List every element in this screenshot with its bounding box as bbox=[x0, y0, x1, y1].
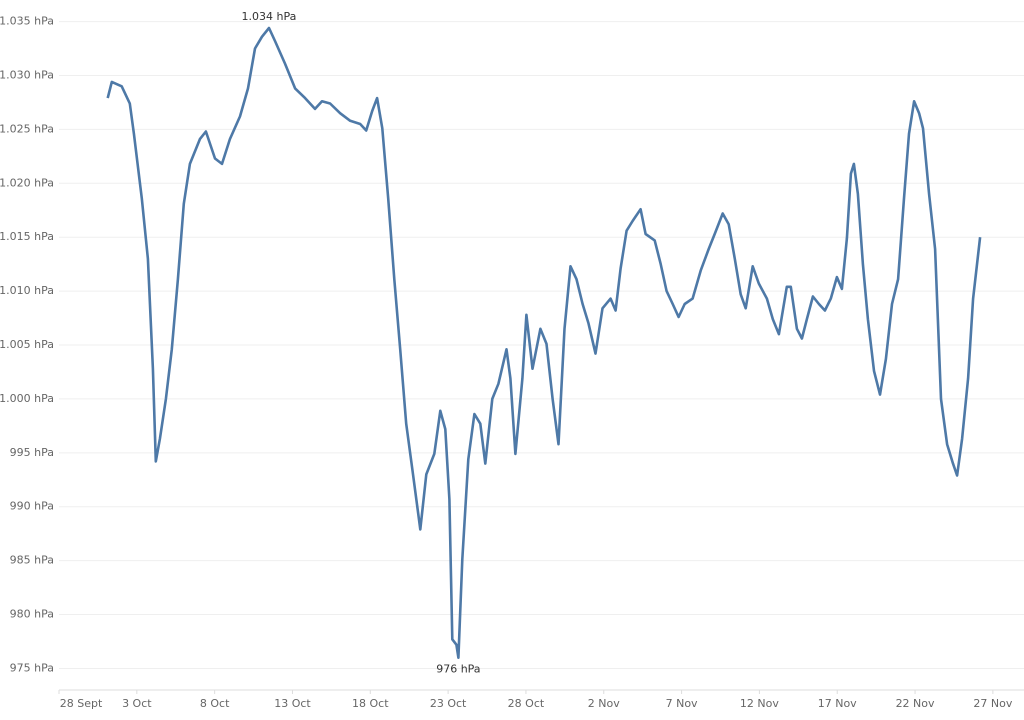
x-tick-label: 3 Oct bbox=[122, 697, 152, 710]
y-tick-label: 980 hPa bbox=[10, 608, 54, 621]
y-tick-label: 1.015 hPa bbox=[0, 230, 54, 243]
x-tick-label: 12 Nov bbox=[740, 697, 779, 710]
x-tick-label: 23 Oct bbox=[430, 697, 467, 710]
x-tick-label: 7 Nov bbox=[666, 697, 698, 710]
y-tick-label: 975 hPa bbox=[10, 661, 54, 674]
y-tick-label: 1.025 hPa bbox=[0, 122, 54, 135]
x-tick-label: 2 Nov bbox=[588, 697, 620, 710]
annotation: 976 hPa bbox=[436, 663, 480, 676]
x-tick-label: 8 Oct bbox=[200, 697, 230, 710]
y-tick-label: 1.010 hPa bbox=[0, 284, 54, 297]
y-tick-label: 985 hPa bbox=[10, 554, 54, 567]
pressure-line bbox=[106, 26, 982, 659]
x-tick-label: 27 Nov bbox=[973, 697, 1012, 710]
x-tick-label: 28 Sept bbox=[60, 697, 103, 710]
y-tick-label: 1.020 hPa bbox=[0, 176, 54, 189]
x-tick-label: 17 Nov bbox=[818, 697, 857, 710]
x-tick-label: 22 Nov bbox=[896, 697, 935, 710]
x-tick-label: 13 Oct bbox=[274, 697, 311, 710]
y-tick-label: 1.030 hPa bbox=[0, 68, 54, 81]
x-tick-label: 18 Oct bbox=[352, 697, 389, 710]
annotation: 1.034 hPa bbox=[242, 10, 297, 23]
y-tick-label: 1.035 hPa bbox=[0, 15, 54, 28]
y-tick-label: 1.005 hPa bbox=[0, 338, 54, 351]
y-tick-label: 995 hPa bbox=[10, 446, 54, 459]
x-tick-label: 28 Oct bbox=[508, 697, 545, 710]
y-tick-label: 990 hPa bbox=[10, 500, 54, 513]
y-tick-label: 1.000 hPa bbox=[0, 392, 54, 405]
